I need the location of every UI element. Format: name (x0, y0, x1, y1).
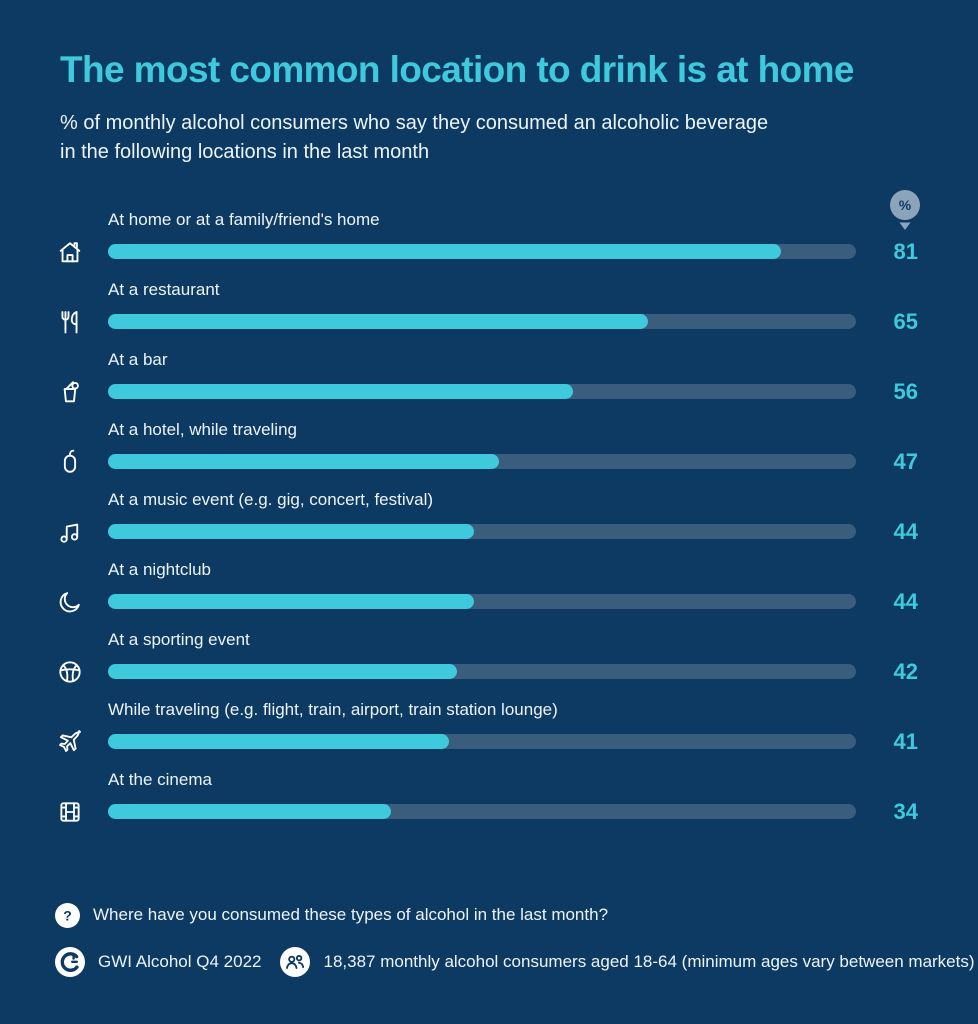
bar-value-label: 34 (893, 799, 918, 824)
page-title: The most common location to drink is at … (60, 49, 854, 90)
bar-track (108, 594, 856, 609)
bar-value-label: 42 (893, 659, 918, 684)
category-label: At a hotel, while traveling (108, 420, 297, 439)
home-icon (55, 237, 85, 267)
bar-value-label: 44 (893, 519, 918, 544)
bar-fill (108, 384, 574, 399)
bar-track (108, 244, 856, 259)
header: The most common location to drink is at … (60, 49, 928, 167)
bar-track (108, 384, 856, 399)
source-text: GWI Alcohol Q4 2022 (98, 951, 262, 971)
chart-rows: At home or at a family/friend's home 81 … (55, 195, 923, 825)
music-notes-icon (55, 517, 85, 547)
chart-row: At a nightclub 44 (55, 545, 923, 615)
bar-value-label: 47 (893, 449, 918, 474)
subtitle-line-1: % of monthly alcohol consumers who say t… (60, 111, 769, 134)
category-label: At a restaurant (108, 280, 220, 299)
bar-value-label: 65 (893, 309, 918, 334)
chart-row: At a bar 56 (55, 335, 923, 405)
bar-value-label: 56 (893, 379, 918, 404)
bar-fill (108, 734, 449, 749)
category-label: At a bar (108, 350, 168, 369)
chart-row: At a sporting event 42 (55, 615, 923, 685)
gwi-logo-icon (55, 946, 85, 977)
category-label: At home or at a family/friend's home (108, 210, 380, 229)
percent-pin-label: % (899, 197, 912, 213)
bar-track (108, 454, 856, 469)
chart-row: At home or at a family/friend's home 81 (55, 195, 923, 265)
bar-value-label: 44 (893, 589, 918, 614)
chart-row: While traveling (e.g. flight, train, air… (55, 685, 923, 755)
audience-text: 18,387 monthly alcohol consumers aged 18… (323, 951, 975, 971)
bar-track (108, 734, 856, 749)
plane-icon (55, 727, 85, 757)
bar-fill (108, 594, 474, 609)
footer: ? Where have you consumed these types of… (55, 901, 975, 977)
film-icon (55, 797, 85, 827)
question-icon: ? (55, 902, 80, 928)
bar-value-label: 41 (893, 729, 918, 754)
bar-fill (108, 524, 474, 539)
basketball-icon (55, 657, 85, 687)
category-label: While traveling (e.g. flight, train, air… (108, 700, 558, 719)
chart-row: At a hotel, while traveling 47 (55, 405, 923, 475)
question-row: ? Where have you consumed these types of… (55, 901, 938, 929)
subtitle-line-2: in the following locations in the last m… (60, 140, 430, 163)
bar-fill (108, 664, 458, 679)
bar-glass-icon (55, 377, 85, 407)
restaurant-icon (55, 307, 85, 337)
source-row: GWI Alcohol Q4 2022 18,387 monthly alcoh… (55, 946, 975, 977)
percent-pin-badge: % (890, 190, 920, 236)
category-label: At a music event (e.g. gig, concert, fes… (108, 490, 434, 509)
chart-row: At a restaurant 65 (55, 265, 923, 335)
bar-fill (108, 804, 391, 819)
bar-track (108, 804, 856, 819)
moon-icon (55, 587, 85, 617)
hotel-hanger-icon (55, 447, 85, 477)
category-label: At the cinema (108, 770, 212, 789)
chart-row: At a music event (e.g. gig, concert, fes… (55, 475, 923, 545)
question-text: Where have you consumed these types of a… (93, 905, 609, 924)
category-label: At a sporting event (108, 630, 250, 649)
category-label: At a nightclub (108, 560, 212, 579)
chart-subtitle: % of monthly alcohol consumers who say t… (60, 109, 928, 167)
bar-track (108, 664, 856, 679)
bar-value-label: 81 (893, 239, 918, 264)
bar-fill (108, 314, 649, 329)
bar-fill (108, 454, 499, 469)
bar-track (108, 314, 856, 329)
percent-pin-icon: % (890, 190, 920, 230)
audience-icon (280, 946, 311, 977)
svg-text:?: ? (63, 907, 72, 923)
bar-track (108, 524, 856, 539)
bar-fill (108, 244, 782, 259)
chart-row: At the cinema 34 (55, 755, 923, 825)
